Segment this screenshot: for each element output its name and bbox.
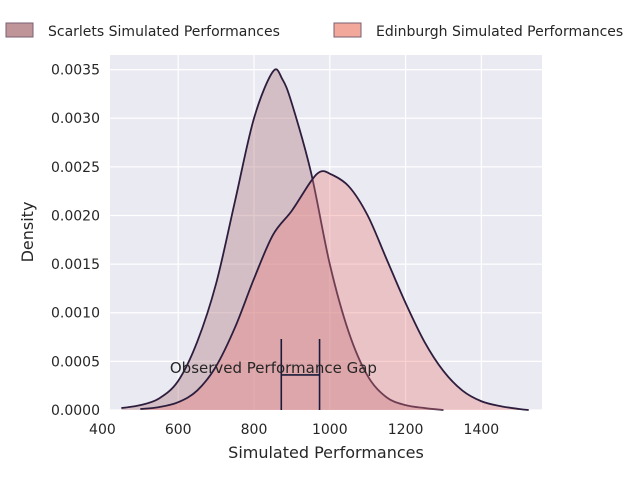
y-tick-label-4: 0.0020 bbox=[51, 208, 100, 224]
x-tick-label-3: 1000 bbox=[312, 422, 348, 438]
density-areas bbox=[121, 68, 529, 411]
x-axis-ticks: 400 600 800 1000 1200 1400 bbox=[89, 422, 499, 438]
x-tick-label-0: 400 bbox=[89, 422, 116, 438]
density-line-0 bbox=[121, 68, 444, 411]
y-tick-label-2: 0.0010 bbox=[51, 306, 100, 322]
legend-label-scarlets: Scarlets Simulated Performances bbox=[48, 24, 280, 40]
x-axis-label: Simulated Performances bbox=[228, 443, 424, 462]
x-tick-label-4: 1200 bbox=[388, 422, 424, 438]
gridlines bbox=[110, 55, 542, 411]
y-axis-label: Density bbox=[18, 202, 37, 263]
legend: Scarlets Simulated Performances Edinburg… bbox=[5, 22, 623, 40]
y-tick-label-7: 0.0035 bbox=[51, 63, 100, 79]
x-tick-label-5: 1400 bbox=[464, 422, 500, 438]
y-tick-label-0: 0.0000 bbox=[51, 403, 100, 419]
x-tick-label-2: 800 bbox=[241, 422, 268, 438]
y-tick-label-1: 0.0005 bbox=[51, 354, 100, 370]
x-tick-label-1: 600 bbox=[165, 422, 192, 438]
legend-label-edinburgh: Edinburgh Simulated Performances bbox=[376, 24, 623, 40]
density-area-0 bbox=[121, 69, 444, 411]
y-axis-ticks: 0.0000 0.0005 0.0010 0.0015 0.0020 0.0025 0.00… bbox=[51, 63, 100, 419]
gap-annotation-text: Observed Performance Gap bbox=[170, 359, 377, 377]
density-area-1 bbox=[140, 171, 529, 410]
y-tick-label-3: 0.0015 bbox=[51, 257, 100, 273]
y-tick-label-6: 0.0030 bbox=[51, 111, 100, 127]
plot-background bbox=[110, 55, 542, 410]
legend-swatch-edinburgh bbox=[333, 22, 362, 38]
density-line-1 bbox=[140, 170, 529, 411]
y-tick-label-5: 0.0025 bbox=[51, 160, 100, 176]
performance-gap-annotation: Observed Performance Gap bbox=[170, 339, 377, 410]
legend-swatch-scarlets bbox=[5, 22, 34, 38]
